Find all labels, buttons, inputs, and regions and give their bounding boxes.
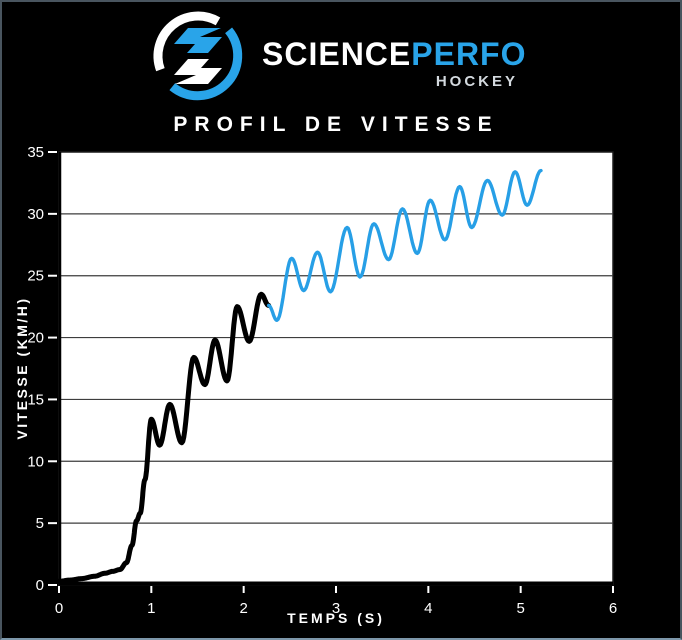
x-tick-label: 4 <box>424 600 432 617</box>
brand-science-text: SCIENCE <box>262 36 412 72</box>
logo-ring-white-arc <box>153 11 221 72</box>
logo-ring-blue-arc <box>169 27 243 101</box>
y-tick-label: 15 <box>27 391 44 408</box>
x-tick-label: 0 <box>55 600 63 617</box>
speed-profile-plot: 0 5 10 15 20 25 30 35 0 1 2 3 4 5 6 <box>27 144 617 617</box>
speed-curve-acceleration-phase <box>56 291 272 584</box>
brand-perfo-text: PERFO <box>411 36 527 72</box>
y-tick-label: 30 <box>27 206 44 223</box>
x-tick-label: 6 <box>609 600 617 617</box>
brand-name: SCIENCEPERFO <box>262 36 525 72</box>
y-axis-label: VITESSE (KM/H) <box>14 296 30 440</box>
scienceperfo-s-icon <box>153 11 243 101</box>
y-tick-label: 5 <box>36 515 44 532</box>
y-tick-label: 25 <box>27 268 44 285</box>
brand-wordmark: SCIENCEPERFO HOCKEY <box>262 36 525 90</box>
y-tick-label: 10 <box>27 453 44 470</box>
x-tick-label: 1 <box>147 600 155 617</box>
plot-background <box>58 151 614 586</box>
logo-s-top-arrow <box>174 28 222 53</box>
y-tick-label: 35 <box>27 144 44 161</box>
speed-curve-vitesse-max-phase <box>266 168 543 322</box>
y-tick-label: 20 <box>27 330 44 347</box>
logo-s-bottom-arrow <box>174 59 222 84</box>
y-tick-label: 0 <box>36 577 44 594</box>
x-tick-label: 5 <box>516 600 524 617</box>
x-axis-label: TEMPS (S) <box>287 610 385 626</box>
x-tick-label: 2 <box>239 600 247 617</box>
x-tick-label: 3 <box>332 600 340 617</box>
chart-title: PROFIL DE VITESSE <box>173 113 499 136</box>
brand-hockey-text: HOCKEY <box>435 73 518 90</box>
